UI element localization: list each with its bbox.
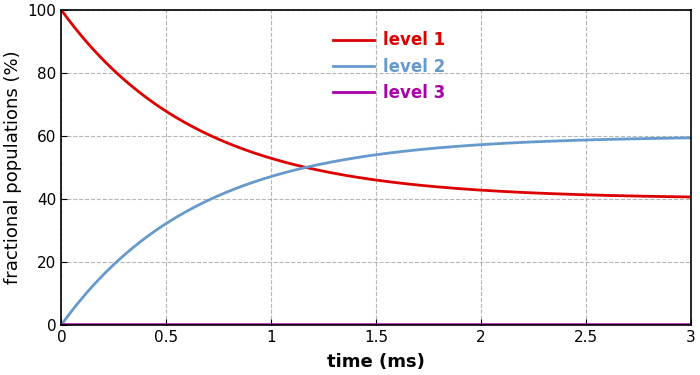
level 1: [90, 48, 98, 52]
level 1: [668, 195, 677, 199]
level 3: [346, 322, 355, 327]
level 3: [57, 322, 66, 327]
Y-axis label: fractional populations (%): fractional populations (%): [4, 51, 22, 284]
Line: level 2: level 2: [62, 138, 691, 325]
level 1: [687, 195, 695, 199]
level 2: [363, 154, 372, 158]
Legend: level 1, level 2, level 3: level 1, level 2, level 3: [326, 25, 452, 109]
level 1: [553, 192, 561, 196]
level 1: [363, 177, 372, 181]
level 3: [90, 322, 98, 327]
X-axis label: time (ms): time (ms): [328, 353, 425, 371]
level 2: [687, 136, 695, 140]
level 3: [553, 322, 561, 327]
level 2: [90, 283, 98, 287]
level 2: [553, 139, 561, 143]
level 3: [668, 322, 677, 327]
level 1: [57, 8, 66, 12]
level 3: [363, 322, 372, 327]
level 3: [668, 322, 677, 327]
level 2: [668, 136, 677, 140]
level 2: [668, 136, 677, 140]
level 3: [687, 322, 695, 327]
level 2: [57, 322, 66, 327]
level 1: [346, 174, 355, 178]
Line: level 1: level 1: [62, 10, 691, 197]
level 1: [668, 195, 677, 199]
level 2: [346, 156, 355, 161]
